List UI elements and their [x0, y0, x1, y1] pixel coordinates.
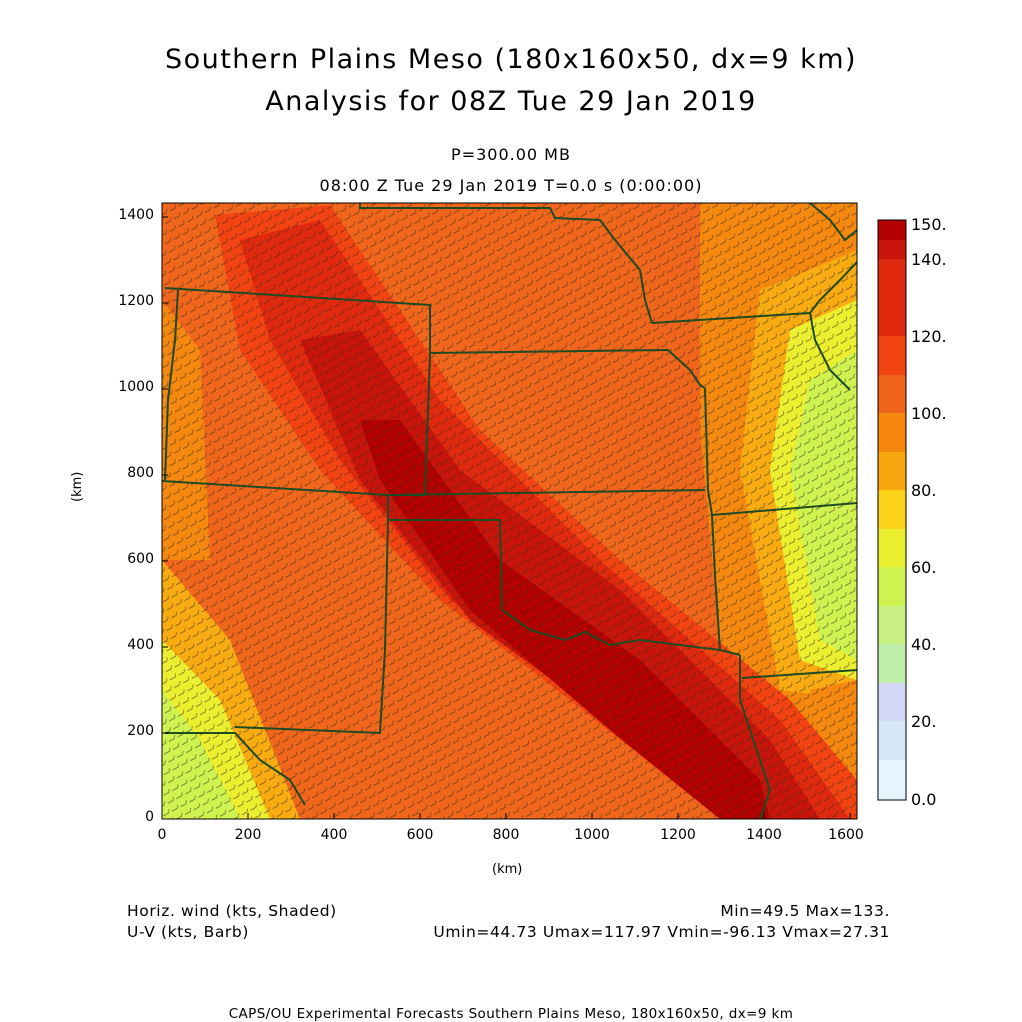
state-boundaries — [162, 203, 857, 819]
x-tick-label: 800 — [492, 827, 520, 843]
valid-time: 08:00 Z Tue 29 Jan 2019 T=0.0 s (0:00:00… — [319, 176, 703, 195]
min-max-stats: Min=49.5 Max=133. — [720, 902, 890, 920]
y-axis-label: (km) — [70, 471, 85, 502]
uv-stats: Umin=44.73 Umax=117.97 Vmin=-96.13 Vmax=… — [433, 923, 890, 941]
wind-speed-field — [162, 203, 857, 819]
plot-frame — [161, 202, 858, 820]
x-tick-label: 0 — [157, 827, 167, 843]
pressure-level: P=300.00 MB — [451, 145, 571, 164]
field-description: Horiz. wind (kts, Shaded) — [127, 902, 337, 920]
y-tick-label: 1200 — [118, 293, 154, 309]
title-line-2: Analysis for 08Z Tue 29 Jan 2019 — [265, 86, 757, 117]
x-tick-label: 1400 — [746, 827, 782, 843]
y-tick-label: 400 — [127, 637, 154, 653]
y-tick-label: 200 — [127, 723, 154, 739]
x-axis-label: (km) — [492, 862, 523, 877]
colorbar-label: 150. — [911, 215, 947, 234]
y-tick-label: 1400 — [118, 207, 154, 223]
x-tick-label: 1000 — [574, 827, 610, 843]
colorbar-label: 80. — [911, 481, 937, 500]
y-tick-label: 600 — [127, 551, 154, 567]
axis-ticks — [161, 216, 851, 820]
y-tick-label: 1000 — [118, 379, 154, 395]
x-tick-label: 1600 — [828, 827, 864, 843]
colorbar — [877, 219, 907, 801]
y-tick-label: 800 — [127, 465, 154, 481]
footer-credit: CAPS/OU Experimental Forecasts Southern … — [228, 1006, 794, 1022]
x-tick-label: 400 — [320, 827, 348, 843]
x-tick-label: 600 — [406, 827, 434, 843]
colorbar-label: 120. — [911, 327, 947, 346]
title-line-1: Southern Plains Meso (180x160x50, dx=9 k… — [164, 44, 858, 75]
colorbar-label: 140. — [911, 250, 947, 269]
colorbar-label: 60. — [911, 558, 937, 577]
colorbar-label: 20. — [911, 712, 937, 731]
colorbar-label: 0.0 — [911, 790, 937, 809]
x-tick-label: 200 — [234, 827, 262, 843]
y-tick-label: 0 — [145, 809, 154, 825]
colorbar-label: 100. — [911, 404, 947, 423]
colorbar-label: 40. — [911, 635, 937, 654]
x-tick-label: 1200 — [660, 827, 696, 843]
barb-description: U-V (kts, Barb) — [127, 923, 249, 941]
